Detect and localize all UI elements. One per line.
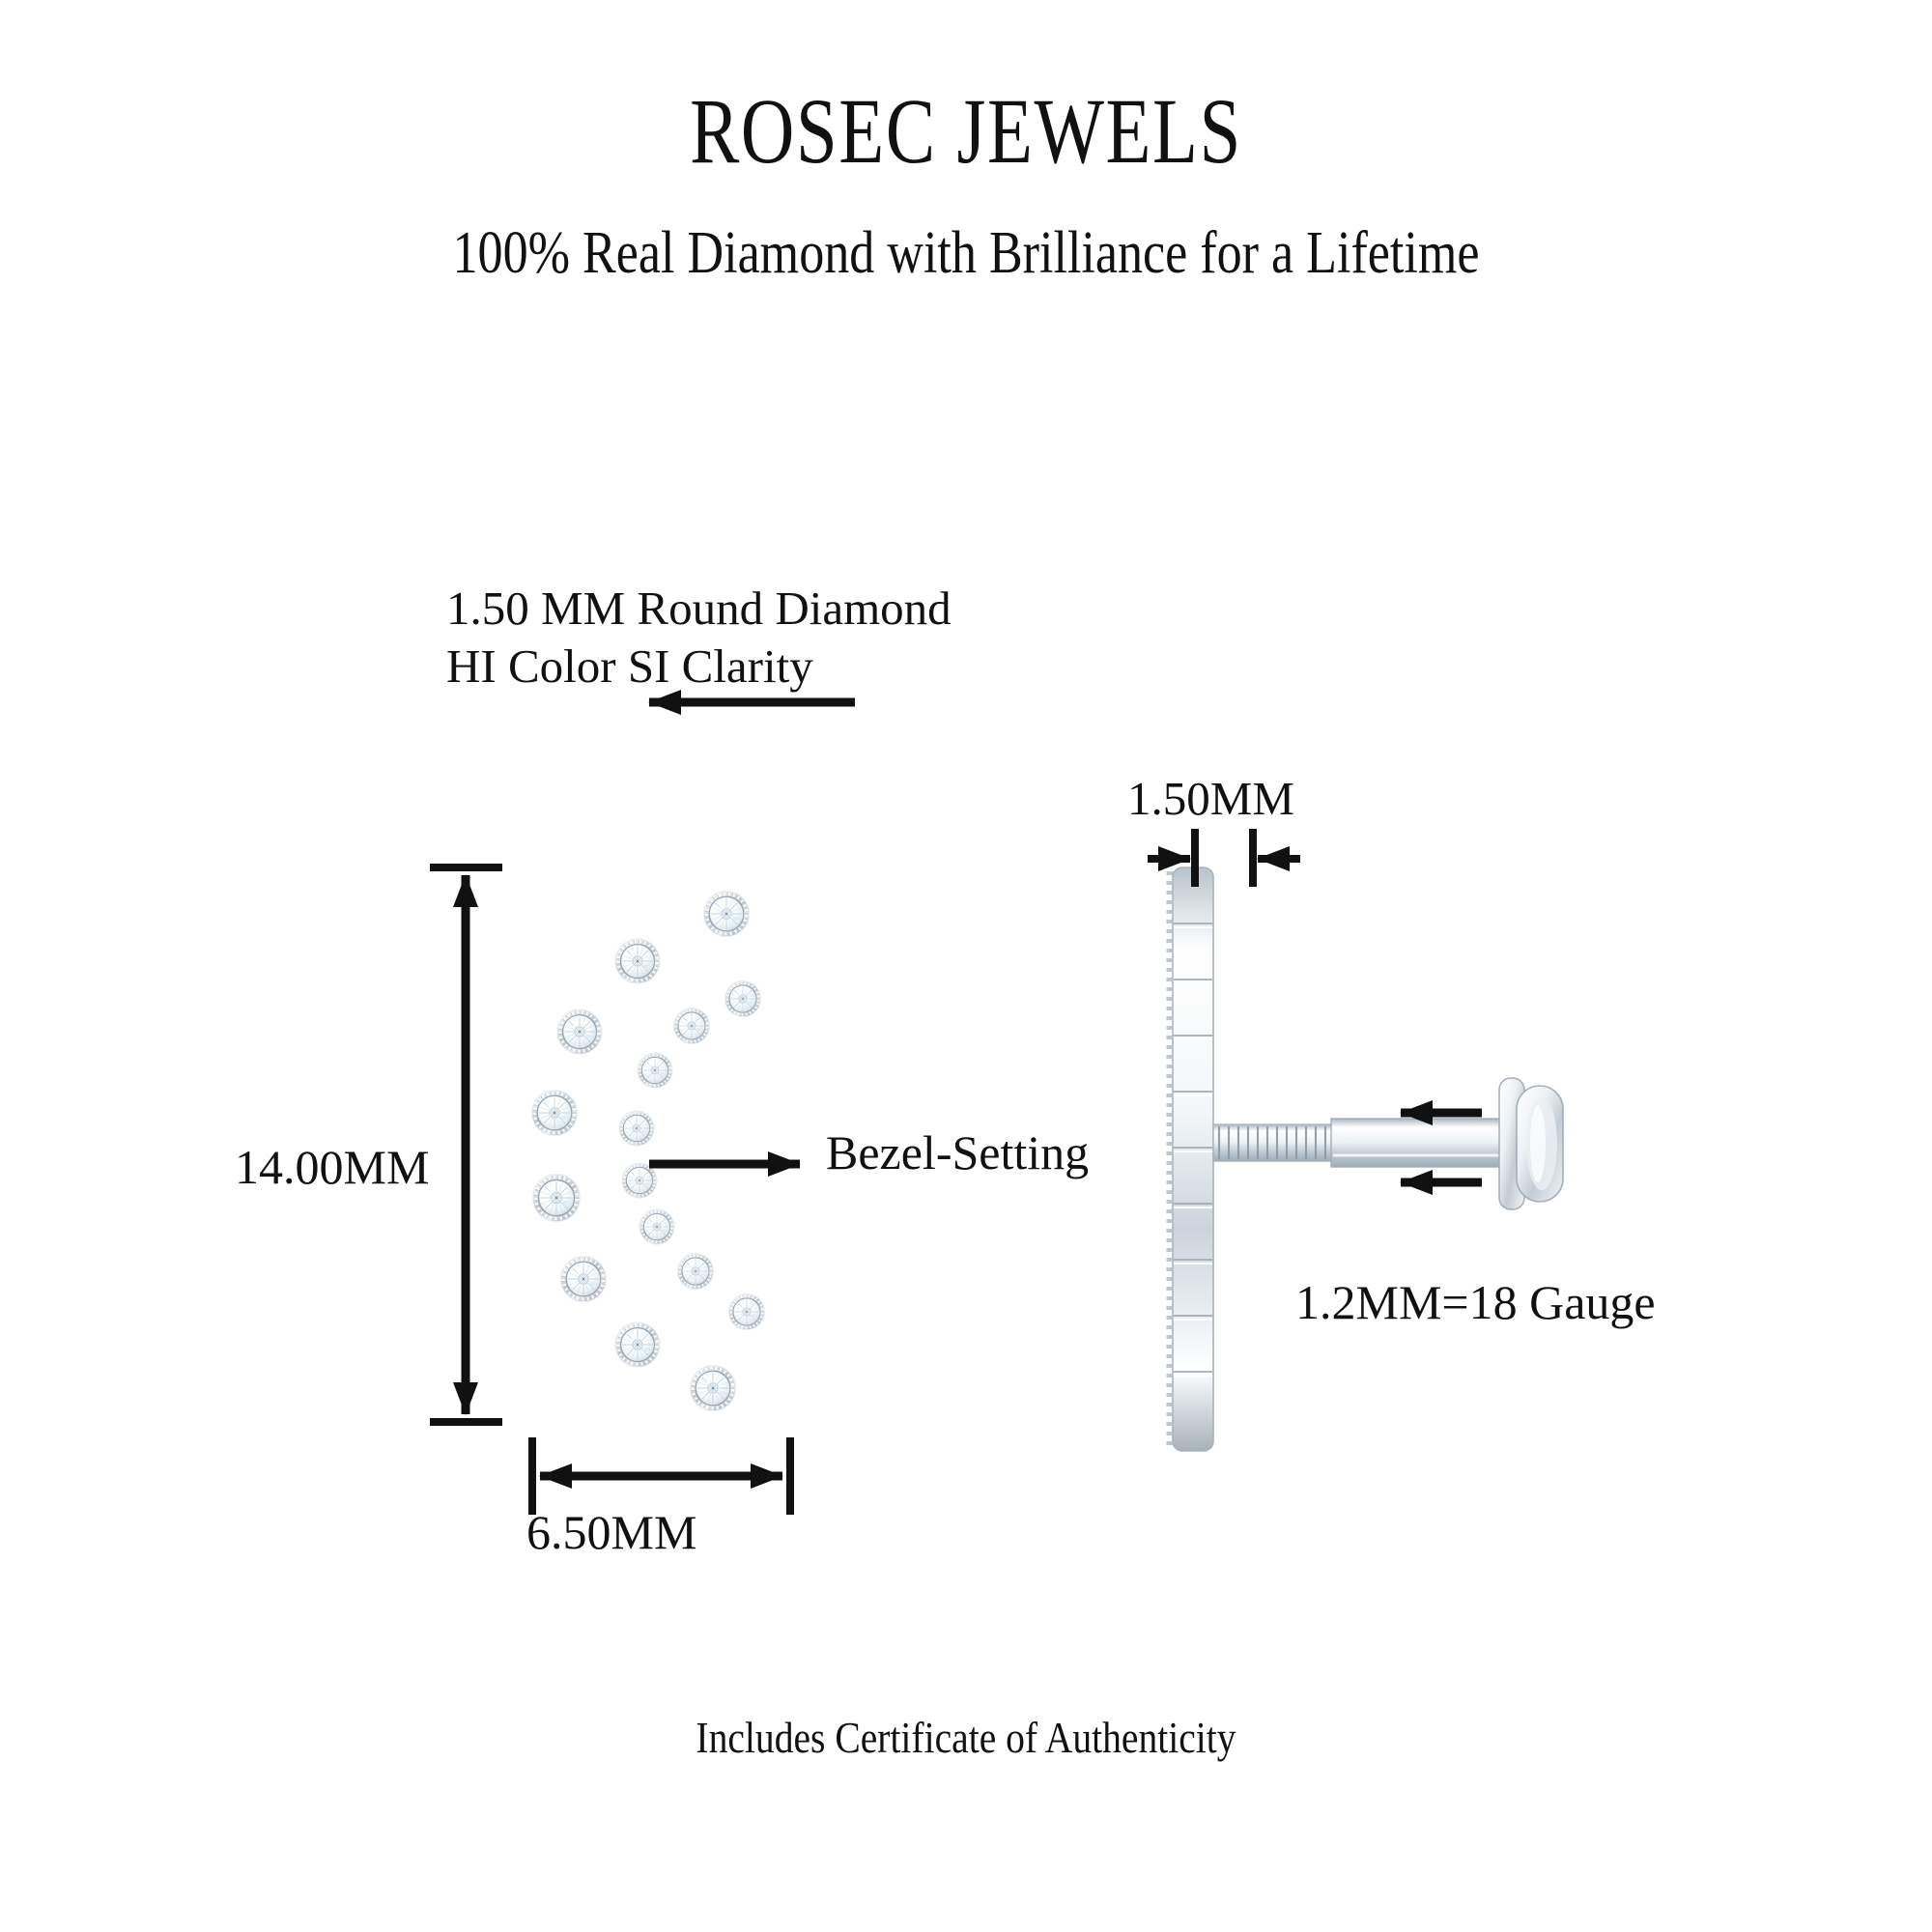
- dimension-label-height: 14.00MM: [235, 1140, 430, 1194]
- diamond-stone: [688, 1363, 738, 1413]
- callout-diamond-spec: 1.50 MM Round Diamond HI Color SI Clarit…: [446, 580, 952, 696]
- diamond-inner-arc: [617, 980, 766, 1331]
- flat-back-disc: [1498, 1077, 1564, 1210]
- callout-diamond-line1: 1.50 MM Round Diamond: [446, 582, 952, 635]
- diamond-stone: [530, 1172, 582, 1224]
- dimension-label-gauge: 1.2MM=18 Gauge: [1295, 1275, 1656, 1329]
- certificate-note: Includes Certificate of Authenticity: [696, 1713, 1236, 1762]
- diamond-stone: [636, 1051, 674, 1090]
- diamond-stone: [620, 1161, 659, 1200]
- diamond-stone: [672, 1007, 711, 1045]
- side-view-earring-post: [1159, 850, 1604, 1468]
- diamond-stone: [529, 1088, 580, 1138]
- callout-diamond-line2: HI Color SI Clarity: [446, 639, 813, 693]
- dimension-label-width: 6.50MM: [526, 1505, 697, 1559]
- front-view-svg: [529, 889, 766, 1413]
- post-shaft: [1330, 1118, 1512, 1168]
- diamond-stone: [724, 980, 762, 1018]
- page-title: ROSEC JEWELS: [690, 79, 1242, 183]
- diamond-stone: [676, 1252, 715, 1291]
- callout-bezel-setting: Bezel-Setting: [826, 1125, 1090, 1179]
- diamond-outer-arc: [529, 889, 752, 1413]
- page-subtitle: 100% Real Diamond with Brilliance for a …: [452, 220, 1480, 286]
- diamond-stone: [638, 1208, 676, 1246]
- diamond-cluster: [529, 889, 766, 1413]
- diamond-stone: [613, 1321, 662, 1369]
- diamond-stone: [613, 937, 662, 985]
- diamond-stone: [617, 1109, 656, 1148]
- diamond-stone: [701, 889, 752, 939]
- bezel-edge-stack: [1166, 867, 1214, 1452]
- threaded-post: [1212, 1123, 1334, 1162]
- dimension-height: [430, 864, 502, 1426]
- dimension-label-thickness: 1.50MM: [1127, 772, 1294, 825]
- diamond-stone: [555, 1008, 604, 1056]
- front-view-earring: [502, 850, 869, 1468]
- side-view-svg: [1166, 867, 1564, 1452]
- diamond-stone: [727, 1293, 766, 1331]
- diamond-stone: [558, 1254, 609, 1304]
